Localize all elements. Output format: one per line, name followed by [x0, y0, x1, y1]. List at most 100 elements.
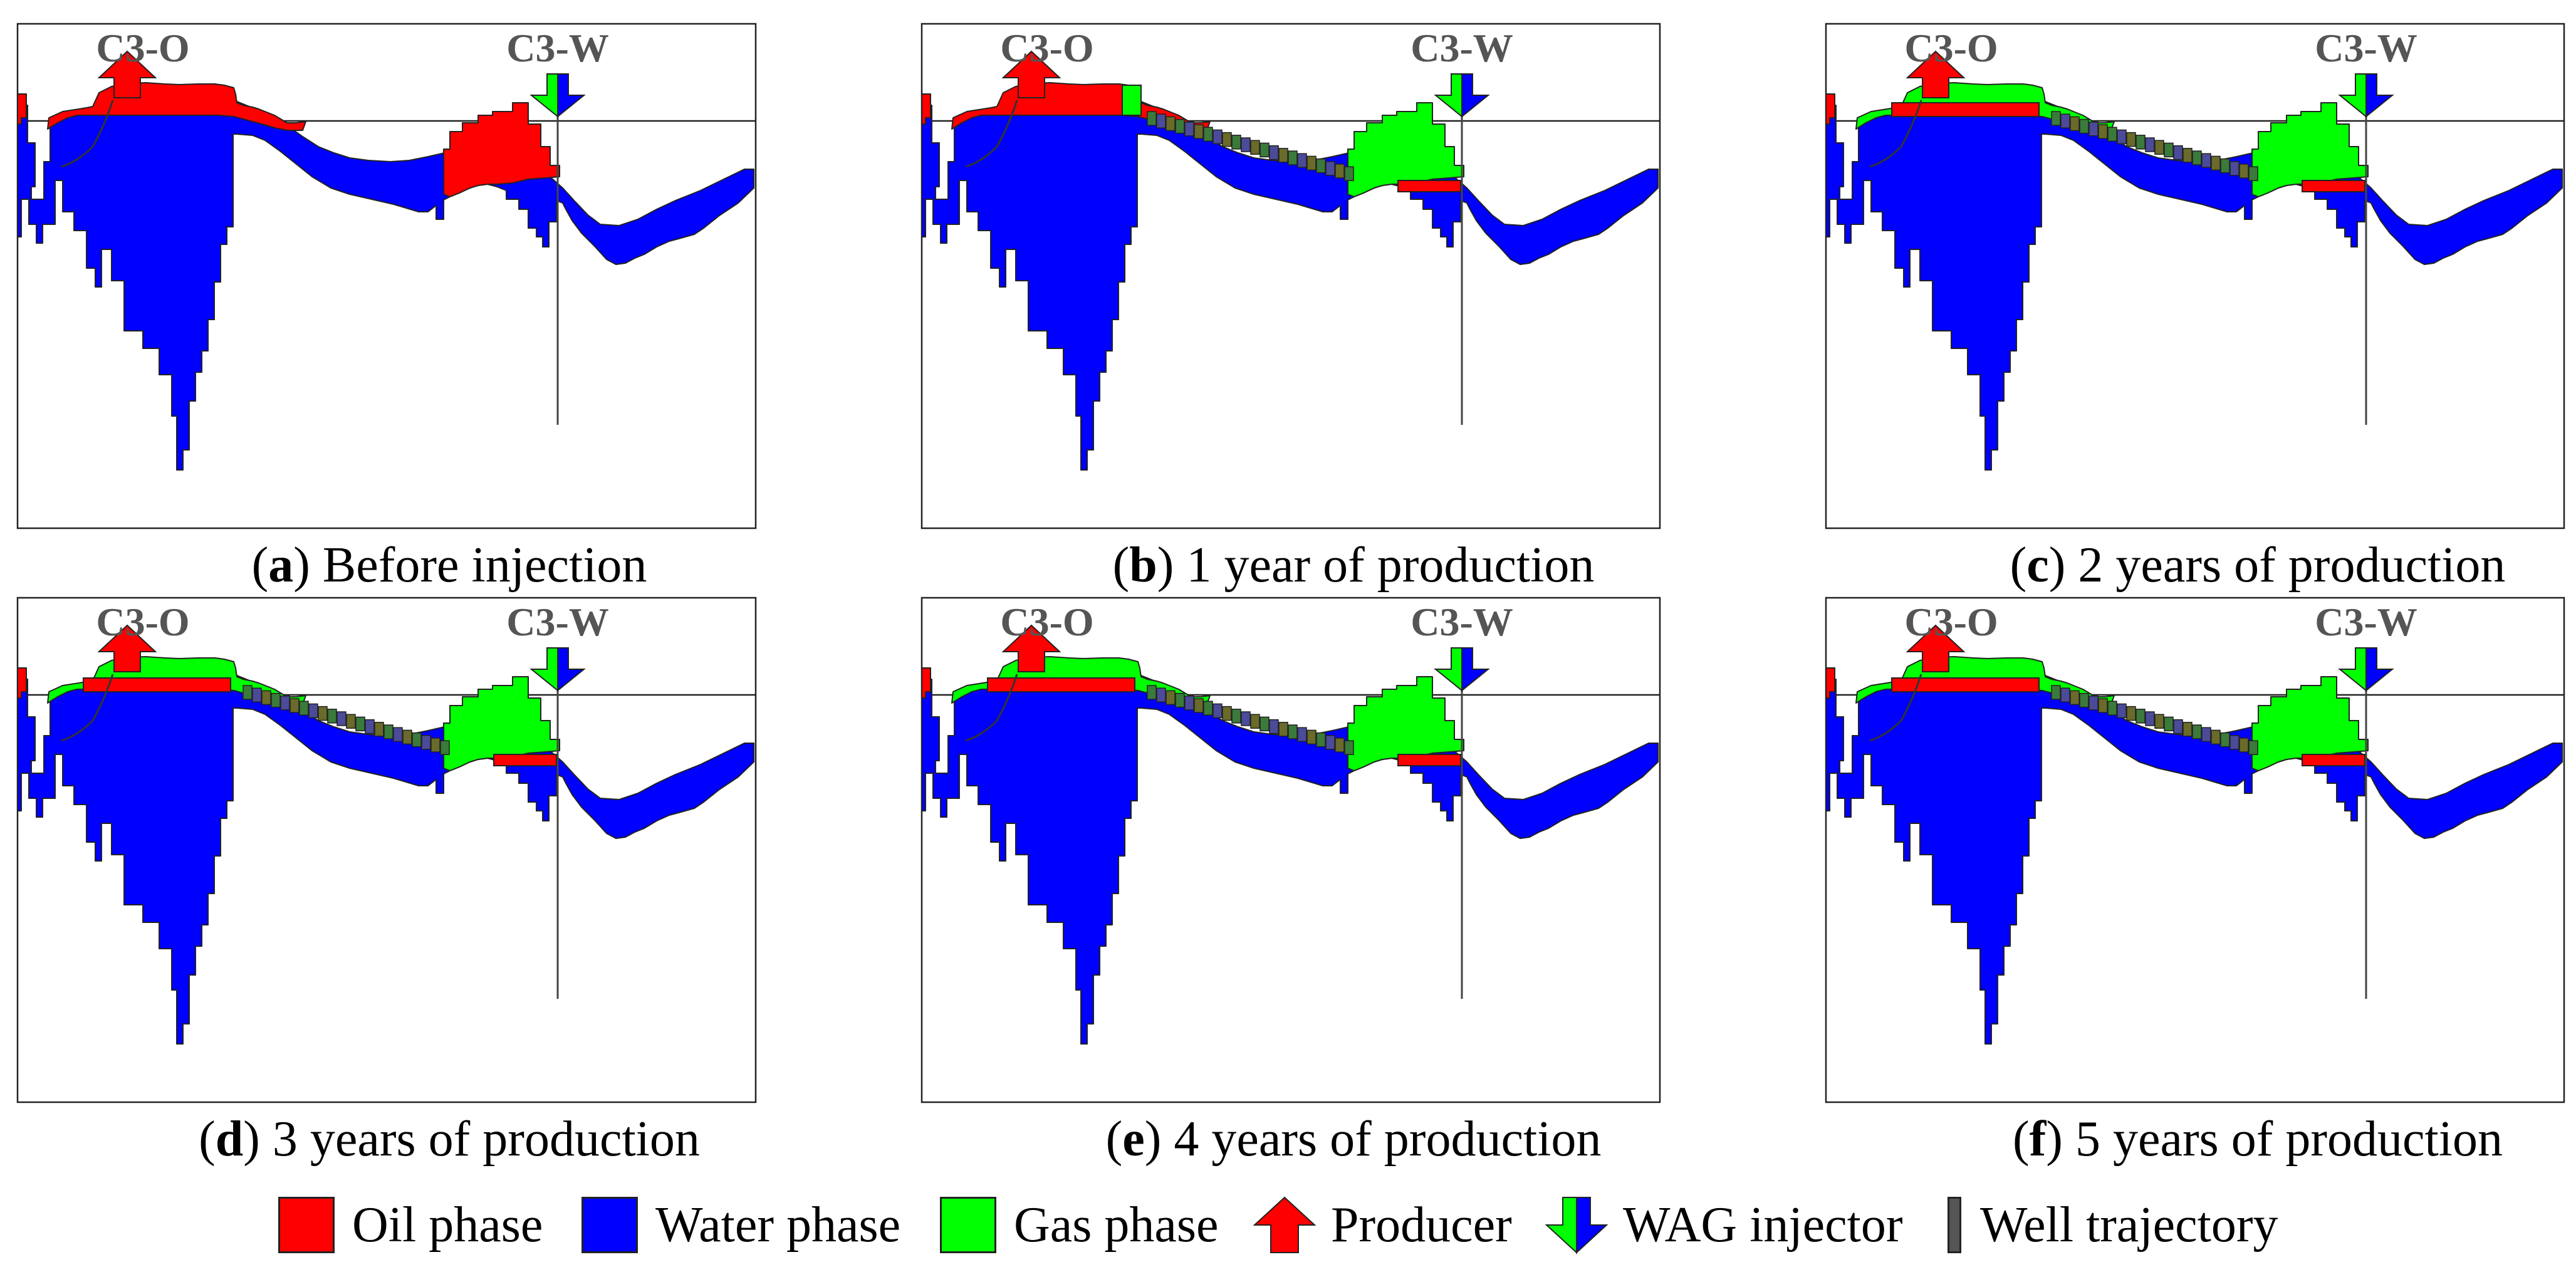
mixed-cell [1278, 722, 1288, 737]
mixed-cell [2126, 706, 2136, 721]
oil-sliver [1825, 93, 1835, 125]
mixed-cell [1147, 111, 1157, 126]
mixed-cell [1156, 113, 1166, 128]
mixed-cell [2135, 135, 2146, 150]
injector-label: C3-W [1411, 26, 1513, 70]
injector-arrow-icon [1434, 647, 1463, 692]
mixed-cell [1306, 155, 1317, 171]
mixed-cell [2117, 703, 2127, 719]
mixed-cell [2164, 142, 2174, 158]
mixed-cell [2117, 129, 2127, 145]
mixed-cell [271, 692, 281, 708]
mixed-cell [2182, 722, 2193, 737]
injector-arrow-icon [557, 647, 586, 692]
oil-lens [443, 102, 560, 197]
panel-f: C3-O C3-W [1825, 597, 2565, 1103]
mixed-cell [2154, 714, 2164, 729]
mixed-cell [1184, 696, 1194, 711]
producer-trajectory [965, 100, 1018, 168]
injector-arrow-icon [1461, 647, 1490, 692]
mixed-cell [402, 729, 412, 745]
producer-trajectory [965, 674, 1018, 742]
mixed-cell [280, 696, 290, 711]
mixed-cell [2220, 732, 2230, 748]
mixed-cell [289, 698, 300, 713]
mixed-cell [2229, 735, 2240, 750]
injector-arrow-icon [2338, 647, 2367, 692]
legend-item-gas: Gas phase [940, 1197, 1219, 1253]
mixed-cell [327, 709, 337, 724]
producer-trajectory [61, 100, 114, 168]
mixed-cell [1194, 698, 1204, 713]
caption-letter-c: c [2026, 538, 2049, 593]
mixed-cell [1344, 740, 1354, 755]
injector-arrow-icon [557, 73, 586, 118]
mixed-cell [2164, 716, 2174, 732]
injector-arrow-icon [529, 647, 558, 692]
caption-text-c: 2 years of production [2078, 538, 2506, 593]
mixed-cell [2239, 164, 2249, 179]
mixed-cell [374, 722, 384, 737]
mixed-cell [2060, 687, 2070, 702]
producer-label: C3-O [1904, 600, 1998, 644]
panel-c: C3-O C3-W [1825, 23, 2565, 529]
oil-rim [1397, 754, 1461, 766]
panel-e: C3-O C3-W [920, 597, 1661, 1103]
legend-label-gas: Gas phase [1014, 1197, 1219, 1253]
mixed-cell [2079, 692, 2089, 708]
injector-arrow-icon [1434, 73, 1463, 118]
oil-band [987, 677, 1135, 692]
oil-rim [1397, 180, 1461, 192]
mixed-cell [1344, 166, 1354, 181]
caption-text-b: 1 year of production [1186, 538, 1595, 593]
mixed-cell [1212, 129, 1223, 145]
mixed-cell [1335, 738, 1345, 753]
mixed-cell [1325, 161, 1335, 176]
injector-arrow-icon [529, 73, 558, 118]
producer-trajectory [1869, 100, 1922, 168]
mixed-cell [2098, 124, 2108, 139]
gas-plume [443, 676, 560, 771]
producer-label: C3-O [1000, 600, 1093, 644]
mixed-cell [440, 740, 450, 755]
mixed-cell [1165, 116, 1176, 132]
mixed-cell [2211, 155, 2221, 171]
legend: Oil phase Water phase Gas phase Producer… [0, 1191, 2576, 1259]
mixed-cell [1306, 729, 1317, 745]
producer-label: C3-O [1904, 26, 1998, 70]
gas-swatch [940, 1197, 996, 1253]
mixed-cell [308, 703, 318, 719]
producer-label: C3-O [96, 600, 189, 644]
mixed-cell [2192, 724, 2202, 739]
mixed-cell [318, 706, 328, 721]
mixed-cell [242, 685, 253, 700]
mixed-cell [2070, 116, 2080, 132]
caption-letter-d: d [215, 1112, 244, 1167]
mixed-cell [421, 735, 431, 750]
oil-sliver [1825, 667, 1835, 699]
mixed-cell [2248, 166, 2258, 181]
mixed-cell [430, 738, 441, 753]
mixed-cell [1203, 127, 1213, 142]
mixed-cell [1231, 709, 1241, 724]
producer-trajectory [61, 674, 114, 742]
producer-trajectory [1869, 674, 1922, 742]
caption-letter-f: f [2029, 1112, 2047, 1167]
oil-rim [493, 754, 557, 766]
mixed-cell [1250, 714, 1260, 729]
legend-item-oil: Oil phase [278, 1197, 543, 1253]
reservoir-body [1825, 82, 2563, 471]
mixed-cell [1259, 142, 1270, 158]
mixed-cell [1156, 687, 1166, 702]
producer-arrow-icon [97, 624, 157, 672]
reservoir-body [1825, 656, 2563, 1045]
injector-label: C3-W [2315, 600, 2417, 644]
mixed-cell [1297, 727, 1307, 742]
caption-a: (a) Before injection [251, 538, 647, 593]
legend-label-producer: Producer [1331, 1197, 1512, 1253]
producer-arrow-icon [97, 50, 157, 98]
mixed-cell [261, 690, 271, 706]
mixed-cell [2248, 740, 2258, 755]
producer-label: C3-O [96, 26, 189, 70]
mixed-cell [1222, 706, 1232, 721]
